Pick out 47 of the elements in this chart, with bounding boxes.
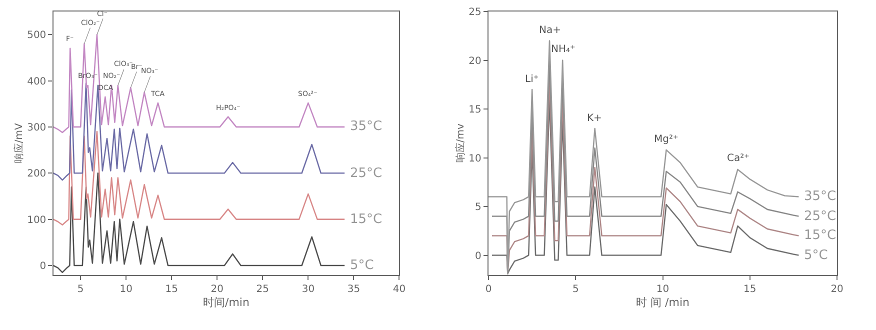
x-tick-label: 5: [77, 284, 84, 295]
y-tick-label: 5: [475, 202, 482, 213]
line-series: [53, 82, 346, 181]
x-tick-label: 25: [256, 284, 270, 295]
series-label: 35°C: [804, 189, 836, 204]
x-axis-title: 时间/min: [203, 296, 250, 310]
x-tick-label: 30: [302, 284, 315, 295]
x-tick-label: 20: [210, 284, 224, 295]
line-series: [53, 34, 346, 134]
x-axis-title: 时 间 /min: [636, 296, 690, 310]
series-label: 15°C: [350, 212, 382, 227]
line-series: [53, 172, 346, 274]
series-label: 15°C: [804, 228, 836, 243]
y-tick-label: 500: [27, 30, 46, 42]
annotation: Na+: [539, 25, 561, 36]
x-tick-label: 40: [392, 284, 406, 295]
series-label: 25°C: [804, 209, 836, 224]
y-tick-label: 25: [468, 7, 482, 18]
y-tick-label: 400: [27, 76, 46, 88]
y-axis-title: 响应/mV: [13, 122, 26, 164]
y-axis-title: 响应/mv: [454, 124, 467, 163]
x-tick-label: 5: [572, 284, 579, 295]
line-series: [53, 130, 346, 226]
annotation: K+: [587, 113, 602, 124]
y-tick-label: 10: [468, 153, 482, 164]
x-tick-label: 15: [744, 284, 756, 295]
y-tick-label: 15: [468, 104, 482, 116]
x-tick-label: 10: [656, 284, 670, 295]
series-label: 35°C: [350, 119, 382, 134]
y-tick-label: 100: [27, 214, 46, 226]
annotation: NH₄⁺: [551, 44, 576, 55]
x-tick-label: 20: [830, 284, 844, 295]
series-label: 5°C: [804, 248, 828, 263]
y-tick-label: 300: [27, 122, 46, 134]
x-tick-label: 35: [347, 284, 360, 295]
series-label: 25°C: [350, 166, 382, 181]
y-tick-label: 200: [27, 168, 46, 180]
y-tick-label: 0: [475, 250, 482, 262]
y-tick-label: 20: [468, 56, 482, 67]
annotation: Ca²⁺: [727, 153, 750, 164]
annotation: Mg²⁺: [654, 134, 678, 145]
x-tick-label: 15: [165, 284, 178, 295]
series-label: 5°C: [350, 258, 374, 273]
annotation: Li⁺: [525, 74, 539, 85]
y-tick-label: 0: [40, 261, 46, 272]
x-tick-label: 10: [120, 284, 132, 295]
x-tick-label: 0: [485, 284, 492, 295]
